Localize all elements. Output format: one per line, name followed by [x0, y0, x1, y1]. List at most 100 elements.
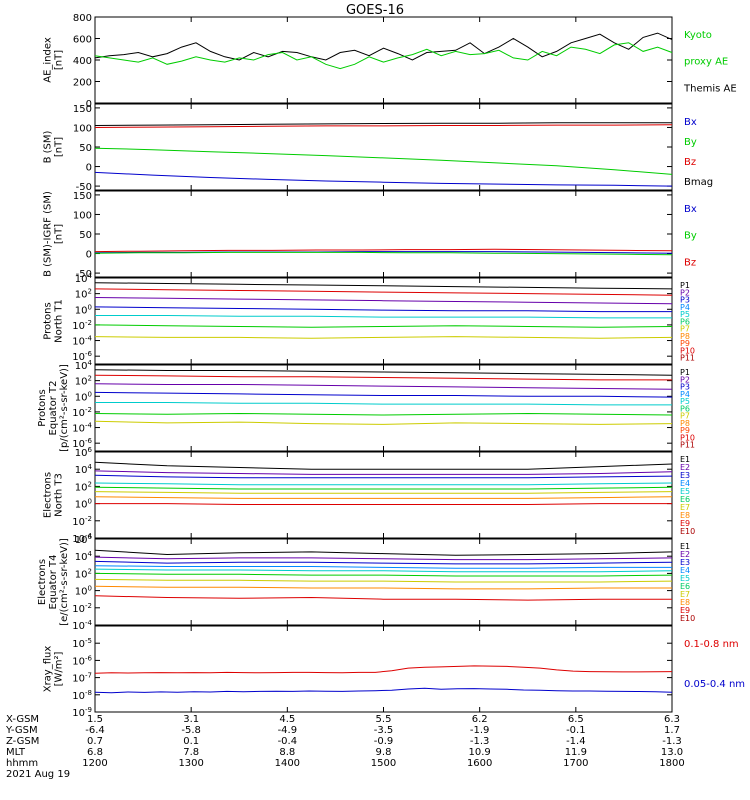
- legend-label: Themis AE: [683, 83, 737, 94]
- series-line: [94, 549, 673, 556]
- series-line: [94, 42, 673, 70]
- y-tick-label: -50: [76, 182, 92, 193]
- legend-label: E8: [680, 511, 690, 520]
- y-tick-label: 50: [79, 143, 92, 154]
- legend-label: P2: [680, 375, 690, 384]
- series-line: [94, 288, 673, 296]
- y-tick-label: 106: [75, 446, 93, 459]
- y-tick-label: 102: [75, 567, 92, 580]
- series-line: [94, 124, 673, 128]
- series-line: [94, 171, 673, 187]
- series-line: [94, 412, 673, 416]
- legend-label: P5: [680, 310, 690, 319]
- legend-label: P1: [680, 368, 690, 377]
- footer-value: 8.8: [279, 747, 295, 758]
- legend-label: E3: [680, 471, 690, 480]
- footer-row-label: MLT: [6, 747, 26, 758]
- y-axis-label: [nT]: [54, 137, 65, 157]
- footer-value: 7.8: [183, 747, 199, 758]
- legend-label: P4: [680, 303, 690, 312]
- y-tick-label: 100: [75, 498, 92, 511]
- series-line: [94, 496, 673, 499]
- footer-value: -1.4: [566, 736, 586, 747]
- y-tick-label: -50: [76, 269, 92, 280]
- legend-label: Bx: [684, 204, 697, 215]
- legend-label: Bx: [684, 117, 697, 128]
- legend-label: E9: [680, 519, 690, 528]
- series-line: [94, 665, 673, 674]
- y-tick-label: 800: [73, 13, 92, 24]
- y-axis-label: Equator T4: [48, 555, 59, 610]
- series-line: [94, 122, 672, 126]
- y-tick-label: 600: [73, 35, 92, 46]
- series-line: [94, 324, 673, 328]
- legend-label: P9: [680, 426, 690, 435]
- legend-label: P9: [680, 339, 690, 348]
- y-tick-label: 200: [73, 78, 92, 89]
- y-tick-label: 400: [73, 56, 92, 67]
- series-line: [94, 470, 673, 475]
- legend-label: E10: [680, 527, 695, 536]
- legend-label: P10: [680, 433, 695, 442]
- footer-value: -6.4: [85, 725, 105, 736]
- y-tick-label: 10-2: [72, 406, 92, 419]
- footer-row-label: Y-GSM: [5, 725, 38, 736]
- chart-title: GOES-16: [346, 3, 404, 18]
- legend-label: 0.05-0.4 nm: [684, 679, 745, 690]
- legend-label: P11: [680, 441, 695, 450]
- series-line: [94, 560, 673, 565]
- series-line: [94, 585, 672, 590]
- footer-value: -0.4: [278, 736, 298, 747]
- series-line: [94, 282, 673, 290]
- y-tick-label: 50: [79, 230, 92, 241]
- series-line: [94, 461, 673, 470]
- legend-label: E2: [680, 463, 690, 472]
- footer-value: 13.0: [661, 747, 683, 758]
- legend-label: E9: [680, 606, 690, 615]
- y-tick-label: 10-4: [72, 619, 92, 632]
- y-tick-label: 10-7: [72, 672, 92, 685]
- footer-value: -1.9: [470, 725, 490, 736]
- series-line: [94, 374, 672, 381]
- y-axis-label: Protons: [43, 302, 54, 339]
- y-tick-label: 10-2: [72, 515, 92, 528]
- y-axis-label: AE_index: [43, 37, 54, 83]
- legend-label: E4: [680, 566, 690, 575]
- legend-label: E5: [680, 487, 690, 496]
- y-tick-label: 150: [73, 104, 92, 115]
- y-tick-label: 104: [75, 272, 93, 285]
- y-tick-label: 10-2: [72, 319, 92, 332]
- series-line: [94, 578, 673, 583]
- y-tick-label: 100: [75, 390, 92, 403]
- legend-label: E3: [680, 558, 690, 567]
- y-tick-label: 0: [86, 163, 92, 174]
- legend-label: Kyoto: [684, 30, 712, 41]
- footer-value: 1800: [659, 758, 684, 769]
- footer-value: 1400: [275, 758, 300, 769]
- footer-value: 9.8: [376, 747, 392, 758]
- y-axis-label: [W/m²]: [54, 651, 65, 686]
- footer-value: -4.9: [278, 725, 298, 736]
- panel-frame: [94, 451, 673, 539]
- y-tick-label: 10-6: [72, 654, 92, 667]
- y-axis-label: [nT]: [54, 50, 65, 70]
- legend-label: E5: [680, 574, 690, 583]
- legend-label: P6: [680, 317, 690, 326]
- panel-1: 0 200 400 600 800 AE_index [nT] Kyoto proxy AE Th…: [43, 13, 737, 110]
- y-axis-label: [p/(cm²-s-sr-keV)]: [59, 364, 70, 452]
- footer-value: -0.1: [566, 725, 586, 736]
- legend-label: P3: [680, 383, 690, 392]
- series-line: [94, 595, 672, 601]
- y-axis-label: [nT]: [54, 224, 65, 244]
- legend-label: E4: [680, 479, 690, 488]
- legend-label: P7: [680, 412, 690, 421]
- legend-label: By: [684, 231, 697, 242]
- legend-label: E1: [680, 542, 690, 551]
- footer-value: 11.9: [565, 747, 587, 758]
- footer-value: 0.7: [87, 736, 103, 747]
- legend-label: P4: [680, 390, 690, 399]
- legend-label: proxy AE: [684, 57, 728, 68]
